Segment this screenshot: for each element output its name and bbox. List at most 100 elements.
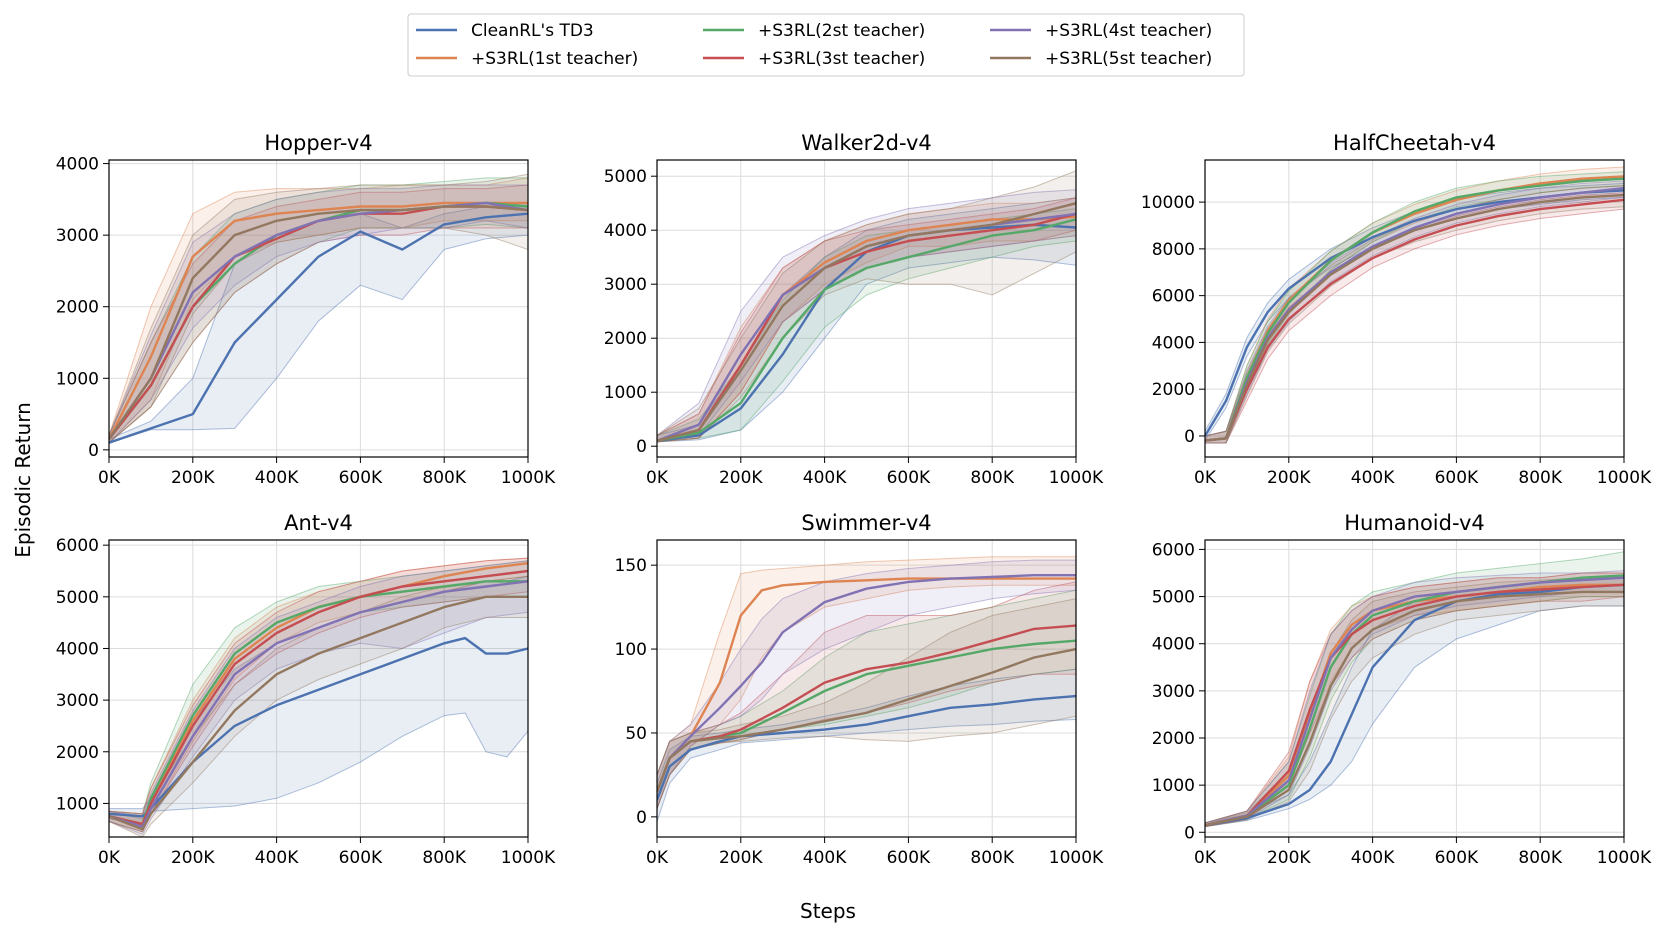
- band-s3rl-2st-teacher: [1205, 171, 1624, 443]
- x-tick-label: 400K: [255, 848, 299, 868]
- band-upper-s3rl-5st-teacher: [657, 598, 1076, 776]
- plot-area: [1205, 166, 1624, 444]
- band-upper-s3rl-1st-teacher: [1205, 572, 1624, 824]
- band-lower-s3rl-5st-teacher: [657, 251, 1076, 443]
- x-tick-label: 800K: [422, 468, 466, 488]
- band-s3rl-5st-teacher: [109, 174, 528, 443]
- x-tick-label: 600K: [339, 468, 383, 488]
- y-tick-label: 150: [615, 556, 647, 576]
- line-s3rl-3st-teacher: [1205, 583, 1624, 827]
- band-lower-s3rl-3st-teacher: [109, 227, 528, 444]
- axes-grid: 0K 200K 400K 600K 800K 1000K 0 1000 2000 3000 4000…: [56, 131, 1652, 868]
- subplot-ant-v4: 0K 200K 400K 600K 800K 1000K 1000 2000 3000 4000 5…: [56, 511, 556, 868]
- x-tick-label: 800K: [1518, 468, 1562, 488]
- x-tick-label: 200K: [1267, 468, 1311, 488]
- x-tick-label: 400K: [1351, 848, 1395, 868]
- line-s3rl-5st-teacher: [657, 202, 1076, 442]
- y-tick-label: 2000: [1152, 729, 1195, 749]
- y-tick-label: 0: [636, 808, 647, 828]
- x-tick-label: 200K: [719, 468, 763, 488]
- band-upper-s3rl-3st-teacher: [657, 197, 1076, 436]
- band-upper-s3rl-4st-teacher: [109, 560, 528, 817]
- y-tick-label: 2000: [604, 329, 647, 349]
- band-upper-s3rl-2st-teacher: [657, 208, 1076, 436]
- legend-frame: [407, 13, 1245, 77]
- legend-label-s3rl-5st-teacher: +S3RL(5st teacher): [1045, 49, 1212, 69]
- legend-label-s3rl-2st-teacher: +S3RL(2st teacher): [758, 21, 925, 41]
- band-s3rl-5st-teacher: [1205, 185, 1624, 443]
- band-s3rl-1st-teacher: [109, 177, 528, 443]
- band-cleanrl-s-td3: [109, 202, 528, 443]
- x-tick-label: 200K: [719, 848, 763, 868]
- line-s3rl-5st-teacher: [109, 595, 528, 831]
- subplot-title: HalfCheetah-v4: [1333, 131, 1496, 155]
- line-s3rl-5st-teacher: [1205, 590, 1624, 827]
- subplot-title: Humanoid-v4: [1344, 511, 1485, 535]
- x-tick-label: 0K: [98, 468, 121, 488]
- band-upper-s3rl-3st-teacher: [657, 581, 1076, 776]
- x-tick-label: 200K: [171, 468, 215, 488]
- x-tick-label: 1000K: [501, 468, 556, 488]
- y-tick-label: 2000: [56, 298, 99, 318]
- band-upper-s3rl-1st-teacher: [1205, 166, 1624, 437]
- line-cleanrl-s-td3: [109, 636, 528, 818]
- band-cleanrl-s-td3: [109, 576, 528, 825]
- x-tick-label: 400K: [255, 468, 299, 488]
- band-upper-s3rl-2st-teacher: [1205, 171, 1624, 437]
- band-s3rl-4st-teacher: [109, 185, 528, 443]
- x-tick-label: 400K: [1351, 468, 1395, 488]
- band-s3rl-3st-teacher: [1205, 573, 1624, 827]
- band-lower-s3rl-1st-teacher: [657, 235, 1076, 443]
- y-tick-label: 4000: [56, 155, 99, 175]
- band-s3rl-5st-teacher: [1205, 577, 1624, 827]
- band-upper-s3rl-1st-teacher: [109, 557, 528, 815]
- band-upper-s3rl-4st-teacher: [657, 189, 1076, 436]
- band-lower-s3rl-2st-teacher: [1205, 596, 1624, 828]
- band-lower-s3rl-2st-teacher: [657, 240, 1076, 443]
- band-upper-s3rl-1st-teacher: [657, 197, 1076, 436]
- subplot-walker2d-v4: 0K 200K 400K 600K 800K 1000K 0 1000 2000 3000 4000…: [604, 131, 1104, 488]
- x-tick-label: 0K: [646, 468, 669, 488]
- band-lower-s3rl-5st-teacher: [1205, 605, 1624, 828]
- band-cleanrl-s-td3: [657, 669, 1076, 822]
- y-tick-label: 5000: [56, 588, 99, 608]
- x-tick-label: 1000K: [1049, 468, 1104, 488]
- band-lower-cleanrl-s-td3: [657, 256, 1076, 443]
- band-s3rl-4st-teacher: [109, 560, 528, 835]
- line-s3rl-3st-teacher: [657, 212, 1076, 442]
- x-tick-label: 600K: [887, 848, 931, 868]
- x-tick-label: 200K: [1267, 848, 1311, 868]
- band-upper-s3rl-5st-teacher: [657, 170, 1076, 436]
- x-tick-label: 600K: [1435, 468, 1479, 488]
- y-tick-label: 4000: [1152, 333, 1195, 353]
- band-lower-s3rl-5st-teacher: [109, 227, 528, 444]
- line-s3rl-1st-teacher: [657, 577, 1076, 793]
- y-tick-label: 1000: [1152, 776, 1195, 796]
- band-upper-s3rl-2st-teacher: [109, 560, 528, 815]
- x-tick-label: 0K: [646, 848, 669, 868]
- y-tick-label: 50: [625, 724, 647, 744]
- band-upper-s3rl-1st-teacher: [657, 556, 1076, 776]
- y-tick-label: 3000: [1152, 682, 1195, 702]
- band-lower-cleanrl-s-td3: [109, 712, 528, 825]
- x-tick-label: 200K: [171, 848, 215, 868]
- plot-area: [109, 173, 528, 444]
- x-tick-label: 600K: [339, 848, 383, 868]
- y-tick-label: 2000: [56, 743, 99, 763]
- plot-area: [657, 556, 1076, 823]
- line-s3rl-5st-teacher: [657, 647, 1076, 793]
- subplot-title: Hopper-v4: [264, 131, 372, 155]
- x-tick-label: 1000K: [501, 848, 556, 868]
- y-tick-label: 1000: [56, 794, 99, 814]
- y-tick-label: 2000: [1152, 380, 1195, 400]
- band-s3rl-1st-teacher: [1205, 167, 1624, 443]
- y-tick-label: 3000: [56, 226, 99, 246]
- x-tick-label: 0K: [1194, 848, 1217, 868]
- band-s3rl-5st-teacher: [657, 170, 1076, 442]
- subplot-hopper-v4: 0K 200K 400K 600K 800K 1000K 0 1000 2000 3000 4000…: [56, 131, 556, 488]
- y-tick-label: 4000: [1152, 635, 1195, 655]
- band-lower-cleanrl-s-td3: [1205, 605, 1624, 828]
- band-lower-s3rl-4st-teacher: [1205, 196, 1624, 444]
- x-tick-label: 800K: [1518, 848, 1562, 868]
- x-tick-label: 0K: [98, 848, 121, 868]
